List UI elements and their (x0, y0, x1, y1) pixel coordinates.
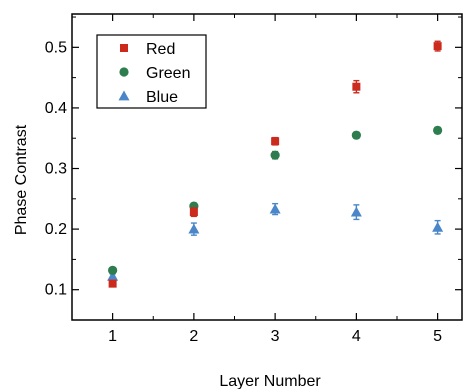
y-tick-label: 0.2 (45, 221, 67, 238)
legend-marker (118, 90, 130, 101)
y-tick-label: 0.1 (45, 282, 67, 299)
series-layer (107, 40, 444, 288)
data-point (433, 42, 442, 51)
data-point (270, 150, 280, 160)
series-green (108, 125, 443, 275)
x-tick-label: 2 (189, 328, 198, 345)
data-point (108, 265, 118, 275)
legend: Red Green Blue (96, 34, 207, 109)
y-tick-label: 0.3 (45, 161, 67, 178)
data-point (350, 206, 362, 217)
x-tick-label: 4 (352, 328, 361, 345)
legend-label-green: Green (146, 65, 190, 82)
data-point (351, 130, 361, 140)
legend-label-blue: Blue (146, 89, 178, 106)
legend-marker (119, 67, 129, 77)
x-axis: 1 2 3 4 5 (108, 14, 442, 345)
x-axis-label: Layer Number (219, 373, 321, 389)
data-point (108, 279, 117, 288)
data-point (188, 223, 200, 234)
plot-border (71, 13, 463, 321)
y-axis-label: Phase Contrast (13, 124, 30, 235)
data-point (432, 221, 444, 232)
y-axis: 0.1 0.2 0.3 0.4 0.5 (45, 16, 462, 299)
series-blue (107, 202, 444, 281)
x-tick-label: 1 (108, 328, 117, 345)
y-tick-label: 0.4 (45, 100, 67, 117)
x-tick-label: 3 (271, 328, 280, 345)
data-point (269, 203, 281, 214)
legend-box (96, 34, 207, 109)
series-red (108, 40, 442, 288)
data-point (271, 137, 280, 146)
x-tick-label: 5 (433, 328, 442, 345)
data-point (189, 208, 198, 217)
y-tick-label: 0.5 (45, 39, 67, 56)
data-point (352, 82, 361, 91)
legend-label-red: Red (146, 41, 175, 58)
data-point (433, 125, 443, 135)
data-point (107, 270, 119, 281)
legend-marker (120, 44, 128, 52)
plot-frame (71, 13, 463, 321)
